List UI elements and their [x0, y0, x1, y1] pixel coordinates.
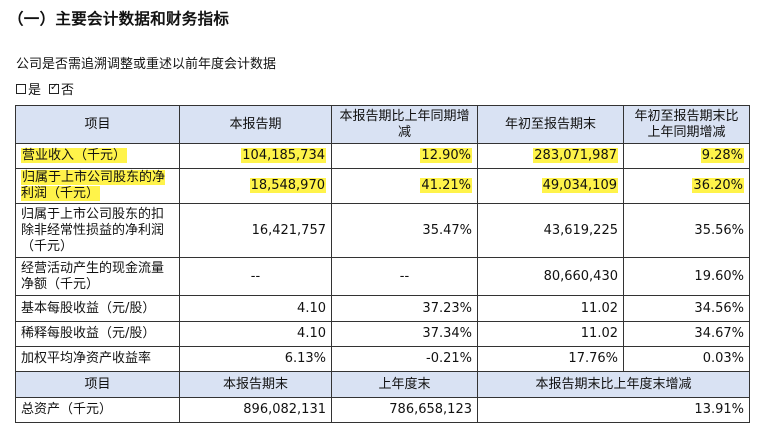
row-ytd-change: 34.56%	[623, 295, 750, 322]
row-current-change: -0.21%	[331, 346, 478, 372]
row-current: 104,185,734	[179, 143, 332, 169]
row-item: 稀释每股收益（元/股）	[15, 321, 180, 347]
row-change: 13.91%	[477, 397, 750, 423]
header-ytd-change: 年初至报告期末比上年同期增减	[623, 105, 750, 144]
row-ytd: 11.02	[477, 295, 624, 322]
checkbox-unchecked-icon	[16, 83, 26, 94]
row-current: 4.10	[179, 295, 332, 322]
answer-option-yes[interactable]: 是	[16, 79, 41, 98]
row-current-text: 18,548,970	[249, 178, 326, 193]
header-item: 项目	[15, 105, 180, 144]
row-current-change-text: 12.90%	[420, 148, 472, 163]
row-ytd-text: 49,034,109	[541, 178, 618, 193]
header-period-end: 本报告期末	[179, 371, 332, 398]
row-prior-year-end: 786,658,123	[331, 397, 478, 423]
row-ytd-change: 34.67%	[623, 321, 750, 347]
row-current: 4.10	[179, 321, 332, 347]
table-row: 归属于上市公司股东的扣除非经常性损益的净利润（千元） 16,421,757 35…	[15, 203, 750, 258]
section-title: （一）主要会计数据和财务指标	[8, 10, 230, 28]
row-ytd: 49,034,109	[477, 168, 624, 204]
row-current: 6.13%	[179, 346, 332, 372]
row-period-end: 896,082,131	[179, 397, 332, 423]
row-item: 基本每股收益（元/股）	[15, 295, 180, 322]
answer-option-no[interactable]: 否	[49, 79, 74, 98]
row-item: 归属于上市公司股东的扣除非经常性损益的净利润（千元）	[15, 203, 180, 258]
table2-header-row: 项目 本报告期末 上年度末 本报告期末比上年度末增减	[15, 371, 750, 398]
row-ytd-change: 19.60%	[623, 257, 750, 296]
row-ytd-text: 283,071,987	[533, 148, 618, 163]
row-current-change-text: 41.21%	[420, 178, 472, 193]
row-item: 加权平均净资产收益率	[15, 346, 180, 372]
row-ytd: 11.02	[477, 321, 624, 347]
row-ytd: 283,071,987	[477, 143, 624, 169]
table-row: 归属于上市公司股东的净利润（千元） 18,548,970 41.21% 49,0…	[15, 168, 750, 204]
row-ytd: 80,660,430	[477, 257, 624, 296]
row-current-change: --	[331, 257, 478, 296]
header-current-change: 本报告期比上年同期增减	[331, 105, 478, 144]
header-current-period: 本报告期	[179, 105, 332, 144]
row-current: 18,548,970	[179, 168, 332, 204]
table-row: 经营活动产生的现金流量净额（千元） -- -- 80,660,430 19.60…	[15, 257, 750, 296]
row-ytd-change-text: 36.20%	[692, 178, 744, 193]
header-item: 项目	[15, 371, 180, 398]
row-item: 总资产（千元）	[15, 397, 180, 423]
row-ytd-change: 0.03%	[623, 346, 750, 372]
answer-label-no: 否	[61, 83, 75, 98]
row-current-change: 37.23%	[331, 295, 478, 322]
table-row: 营业收入（千元） 104,185,734 12.90% 283,071,987 …	[15, 143, 750, 169]
financial-data-table: 项目 本报告期 本报告期比上年同期增减 年初至报告期末 年初至报告期末比上年同期…	[15, 105, 750, 423]
header-period-change: 本报告期末比上年度末增减	[477, 371, 750, 398]
row-current-change: 35.47%	[331, 203, 478, 258]
row-item: 营业收入（千元）	[15, 143, 180, 169]
row-ytd-change: 35.56%	[623, 203, 750, 258]
restatement-answers: 是 否	[16, 79, 82, 98]
header-ytd: 年初至报告期末	[477, 105, 624, 144]
row-ytd-change: 9.28%	[623, 143, 750, 169]
row-ytd: 17.76%	[477, 346, 624, 372]
answer-label-yes: 是	[28, 83, 42, 98]
row-ytd-change-text: 9.28%	[700, 148, 744, 163]
row-current: --	[179, 257, 332, 296]
row-current-change: 12.90%	[331, 143, 478, 169]
row-item: 归属于上市公司股东的净利润（千元）	[15, 168, 180, 204]
row-ytd-change: 36.20%	[623, 168, 750, 204]
table-row: 稀释每股收益（元/股） 4.10 37.34% 11.02 34.67%	[15, 321, 750, 347]
table-row: 加权平均净资产收益率 6.13% -0.21% 17.76% 0.03%	[15, 346, 750, 372]
row-current-change: 37.34%	[331, 321, 478, 347]
checkbox-checked-icon	[49, 81, 60, 95]
row-ytd: 43,619,225	[477, 203, 624, 258]
row-item-text: 营业收入（千元）	[21, 148, 128, 163]
row-current-change: 41.21%	[331, 168, 478, 204]
restatement-question: 公司是否需追溯调整或重述以前年度会计数据	[16, 57, 277, 72]
row-current-text: 104,185,734	[241, 148, 326, 163]
table-row: 总资产（千元） 896,082,131 786,658,123 13.91%	[15, 397, 750, 423]
row-current: 16,421,757	[179, 203, 332, 258]
row-item: 经营活动产生的现金流量净额（千元）	[15, 257, 180, 296]
header-prior-year-end: 上年度末	[331, 371, 478, 398]
table-row: 基本每股收益（元/股） 4.10 37.23% 11.02 34.56%	[15, 295, 750, 322]
table1-header-row: 项目 本报告期 本报告期比上年同期增减 年初至报告期末 年初至报告期末比上年同期…	[15, 105, 750, 144]
row-item-text: 归属于上市公司股东的净利润（千元）	[21, 170, 166, 201]
